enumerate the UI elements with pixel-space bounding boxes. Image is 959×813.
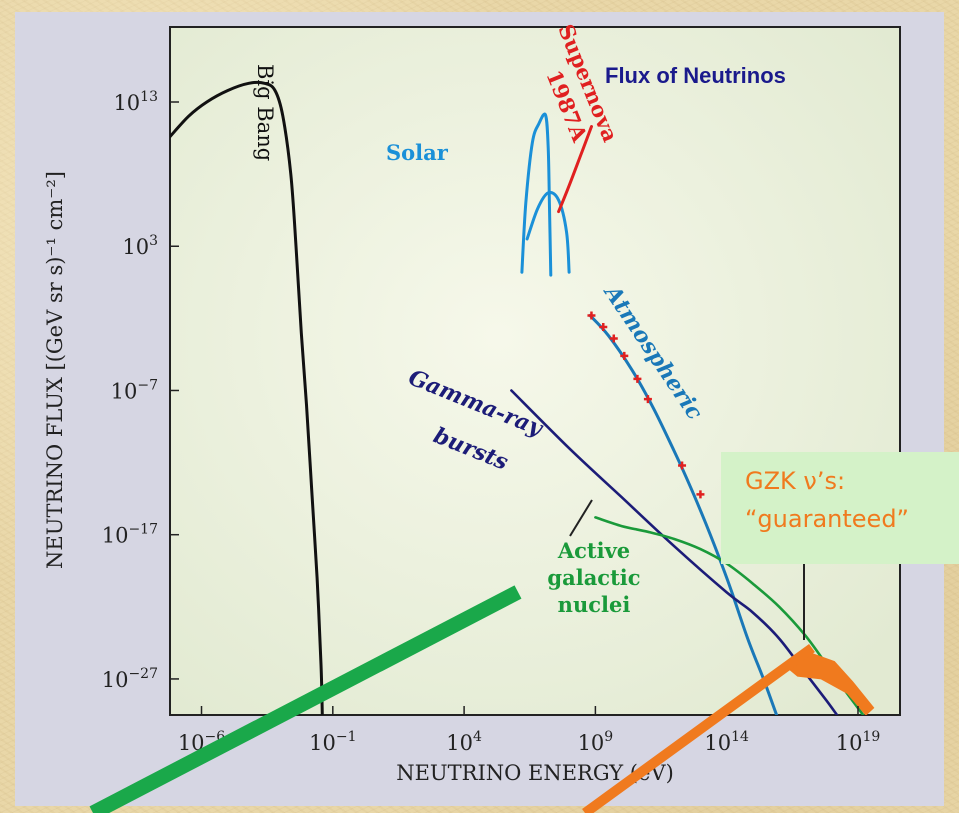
x-tick-label: 1019	[836, 729, 881, 755]
series-solar-line-1	[520, 112, 553, 277]
y-tick-label: 103	[122, 233, 158, 259]
x-tick-label: 10−1	[309, 729, 356, 755]
agn-label-line1: Active	[557, 538, 630, 563]
solar-label: Solar	[386, 140, 449, 165]
atmospheric-data-point	[609, 334, 618, 343]
atmospheric-data-point	[696, 490, 705, 499]
series-atmospheric-line-4	[588, 314, 779, 715]
x-tick-label: 104	[446, 729, 482, 755]
agn-pointer-line	[569, 499, 593, 537]
atmospheric-data-point	[620, 351, 629, 360]
series-supernova-1987a-line-3	[557, 125, 593, 214]
chart-title: Flux of Neutrinos	[605, 63, 786, 88]
x-tick-label: 1014	[704, 729, 749, 755]
y-tick-label: 10−17	[102, 522, 158, 548]
agn-label-line2: galactic	[547, 565, 640, 590]
gzk-line2: “guaranteed”	[745, 505, 909, 533]
atmospheric-data-point	[599, 323, 608, 332]
series-big-bang-line-0	[170, 80, 324, 715]
x-axis-label: NEUTRINO ENERGY (eV)	[396, 761, 674, 785]
big-bang-label: Big Bang	[253, 64, 277, 161]
gzk-callout-box: GZK ν’s: “guaranteed”	[721, 452, 959, 564]
y-tick-label: 10−7	[111, 377, 158, 403]
y-tick-label: 1013	[113, 89, 158, 115]
gzk-line1: GZK ν’s:	[745, 467, 846, 495]
atmospheric-data-point	[587, 311, 596, 320]
y-axis-label: NEUTRINO FLUX [(GeV sr s)⁻¹ cm⁻²]	[43, 171, 67, 569]
atmospheric-data-point	[643, 395, 652, 404]
series-solar-line-2	[525, 190, 571, 274]
x-tick-label: 109	[578, 729, 614, 755]
y-tick-label: 10−27	[102, 666, 158, 692]
atmospheric-data-point	[633, 374, 642, 383]
agn-label-line3: nuclei	[558, 592, 631, 617]
atmospheric-data-point	[678, 461, 687, 470]
x-tick-label: 10−6	[178, 729, 225, 755]
